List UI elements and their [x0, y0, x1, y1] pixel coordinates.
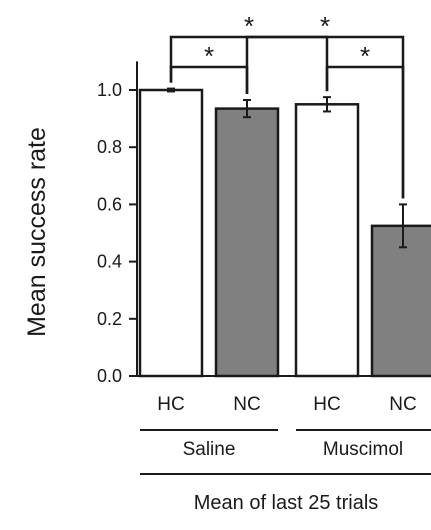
x-tick-label: HC [157, 394, 184, 415]
y-tick-label: 0.6 [97, 194, 122, 214]
y-tick-label: 0.4 [97, 252, 122, 272]
significance-star: * [244, 11, 254, 41]
significance-bracket [169, 35, 329, 92]
significance-bracket [245, 35, 405, 199]
y-axis-label: Mean success rate [23, 127, 51, 337]
x-tick-label: HC [313, 394, 340, 415]
bar-saline-nc [214, 107, 280, 378]
y-tick-label: 1.0 [97, 80, 122, 100]
significance-star: * [320, 11, 330, 41]
bar-saline-hc [138, 88, 204, 378]
group-label-muscimol: Muscimol [323, 439, 403, 460]
bar-muscimol-hc [294, 103, 360, 378]
y-tick-label: 0.2 [97, 309, 122, 329]
x-tick-label: NC [233, 394, 260, 415]
y-tick-label: 0.8 [97, 137, 122, 157]
significance-star: * [360, 41, 370, 71]
bar-muscimol-nc [370, 224, 431, 378]
x-tick-label: NC [389, 394, 416, 415]
significance-star: * [204, 41, 214, 71]
y-tick-label: 0.0 [97, 366, 122, 386]
footer-label: Mean of last 25 trials [194, 492, 379, 514]
group-label-saline: Saline [183, 439, 236, 460]
